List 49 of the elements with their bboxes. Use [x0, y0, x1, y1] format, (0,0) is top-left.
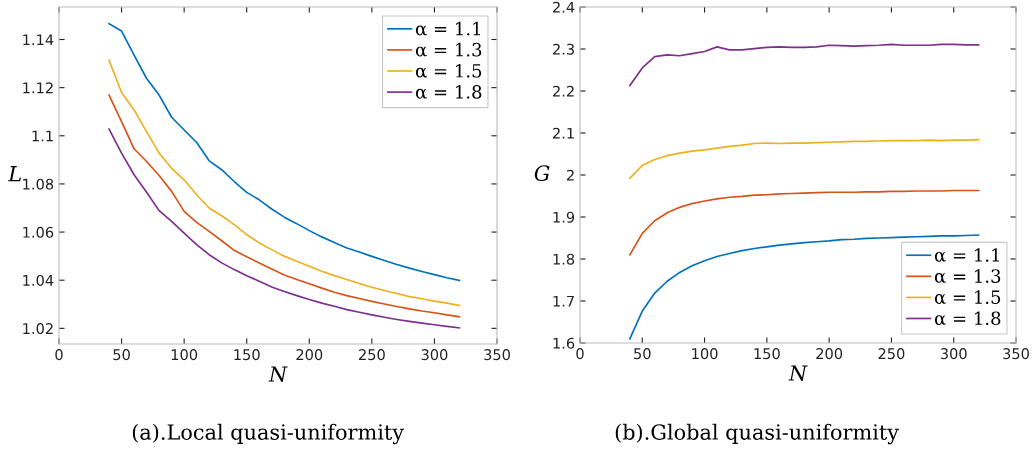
y-tick-label: 1.06: [23, 226, 54, 238]
line-series: [108, 128, 461, 329]
y-axis-title: G: [534, 165, 550, 182]
legend-label: α = 1.5: [415, 63, 482, 78]
x-tick-label: 200: [296, 349, 323, 361]
y-tick-label: 1.02: [23, 323, 53, 335]
legend-label: α = 1.3: [415, 42, 482, 57]
legend-label: α = 1.8: [934, 311, 1001, 326]
text: (b).Global quasi-uniformity: [615, 423, 899, 445]
x-tick-label: 150: [234, 349, 260, 361]
y-tick-label: 1.08: [23, 178, 54, 190]
legend-label: α = 1.1: [934, 248, 999, 262]
x-tick-label: 0: [576, 348, 584, 360]
x-tick-label: 250: [878, 348, 905, 360]
y-tick-label: 1.12: [23, 82, 53, 94]
x-axis-title: N: [788, 365, 808, 381]
y-tick-label: 1.8: [553, 253, 575, 265]
legend-label: α = 1.1: [415, 21, 480, 36]
legend-label: α = 1.8: [415, 85, 482, 99]
line-series: [628, 43, 980, 87]
y-axis-title: L: [7, 166, 21, 182]
legend-label: α = 1.5: [934, 290, 1001, 304]
x-tick-label: 100: [692, 348, 718, 360]
y-tick-label: 1.6: [553, 337, 575, 349]
x-tick-label: 250: [359, 349, 385, 361]
y-tick-label: 1.7: [553, 295, 574, 307]
x-tick-label: 0: [55, 349, 63, 361]
x-tick-label: 50: [634, 348, 651, 360]
y-tick-label: 2: [566, 169, 574, 181]
y-tick-label: 2.1: [553, 127, 574, 139]
x-axis-title: N: [268, 366, 288, 382]
y-tick-label: 2.3: [553, 43, 574, 55]
y-tick-label: 2.2: [553, 85, 574, 97]
x-tick-label: 300: [421, 349, 448, 361]
x-tick-label: 150: [754, 348, 780, 360]
y-tick-label: 1.9: [553, 211, 575, 223]
y-tick-label: 2.4: [553, 1, 575, 13]
y-tick-label: 1.14: [23, 34, 54, 46]
legend-label: α = 1.3: [934, 269, 1001, 283]
x-tick-label: 200: [816, 348, 843, 360]
x-tick-label: 300: [940, 348, 967, 360]
line-series: [628, 138, 980, 180]
x-tick-label: 100: [171, 349, 198, 361]
y-tick-label: 1.04: [23, 274, 54, 286]
y-tick-label: 1.1: [32, 130, 53, 142]
x-tick-label: 350: [484, 349, 510, 361]
x-tick-label: 350: [1003, 348, 1029, 360]
x-tick-label: 50: [113, 349, 130, 361]
text: (a).Local quasi-uniformity: [132, 423, 405, 445]
